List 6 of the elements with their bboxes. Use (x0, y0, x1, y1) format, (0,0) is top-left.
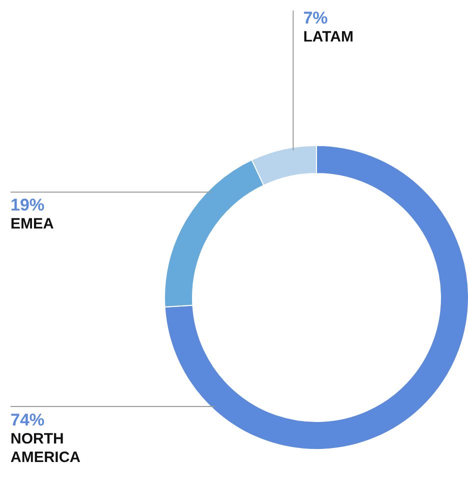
slice-label: LATAM (303, 28, 354, 46)
data-label: 7% (303, 8, 328, 28)
data-label: 74% (10, 410, 45, 430)
slice-label: EMEA (10, 216, 54, 232)
slice-label: NORTH AMERICA (10, 430, 81, 466)
data-label: 19% (10, 196, 45, 214)
